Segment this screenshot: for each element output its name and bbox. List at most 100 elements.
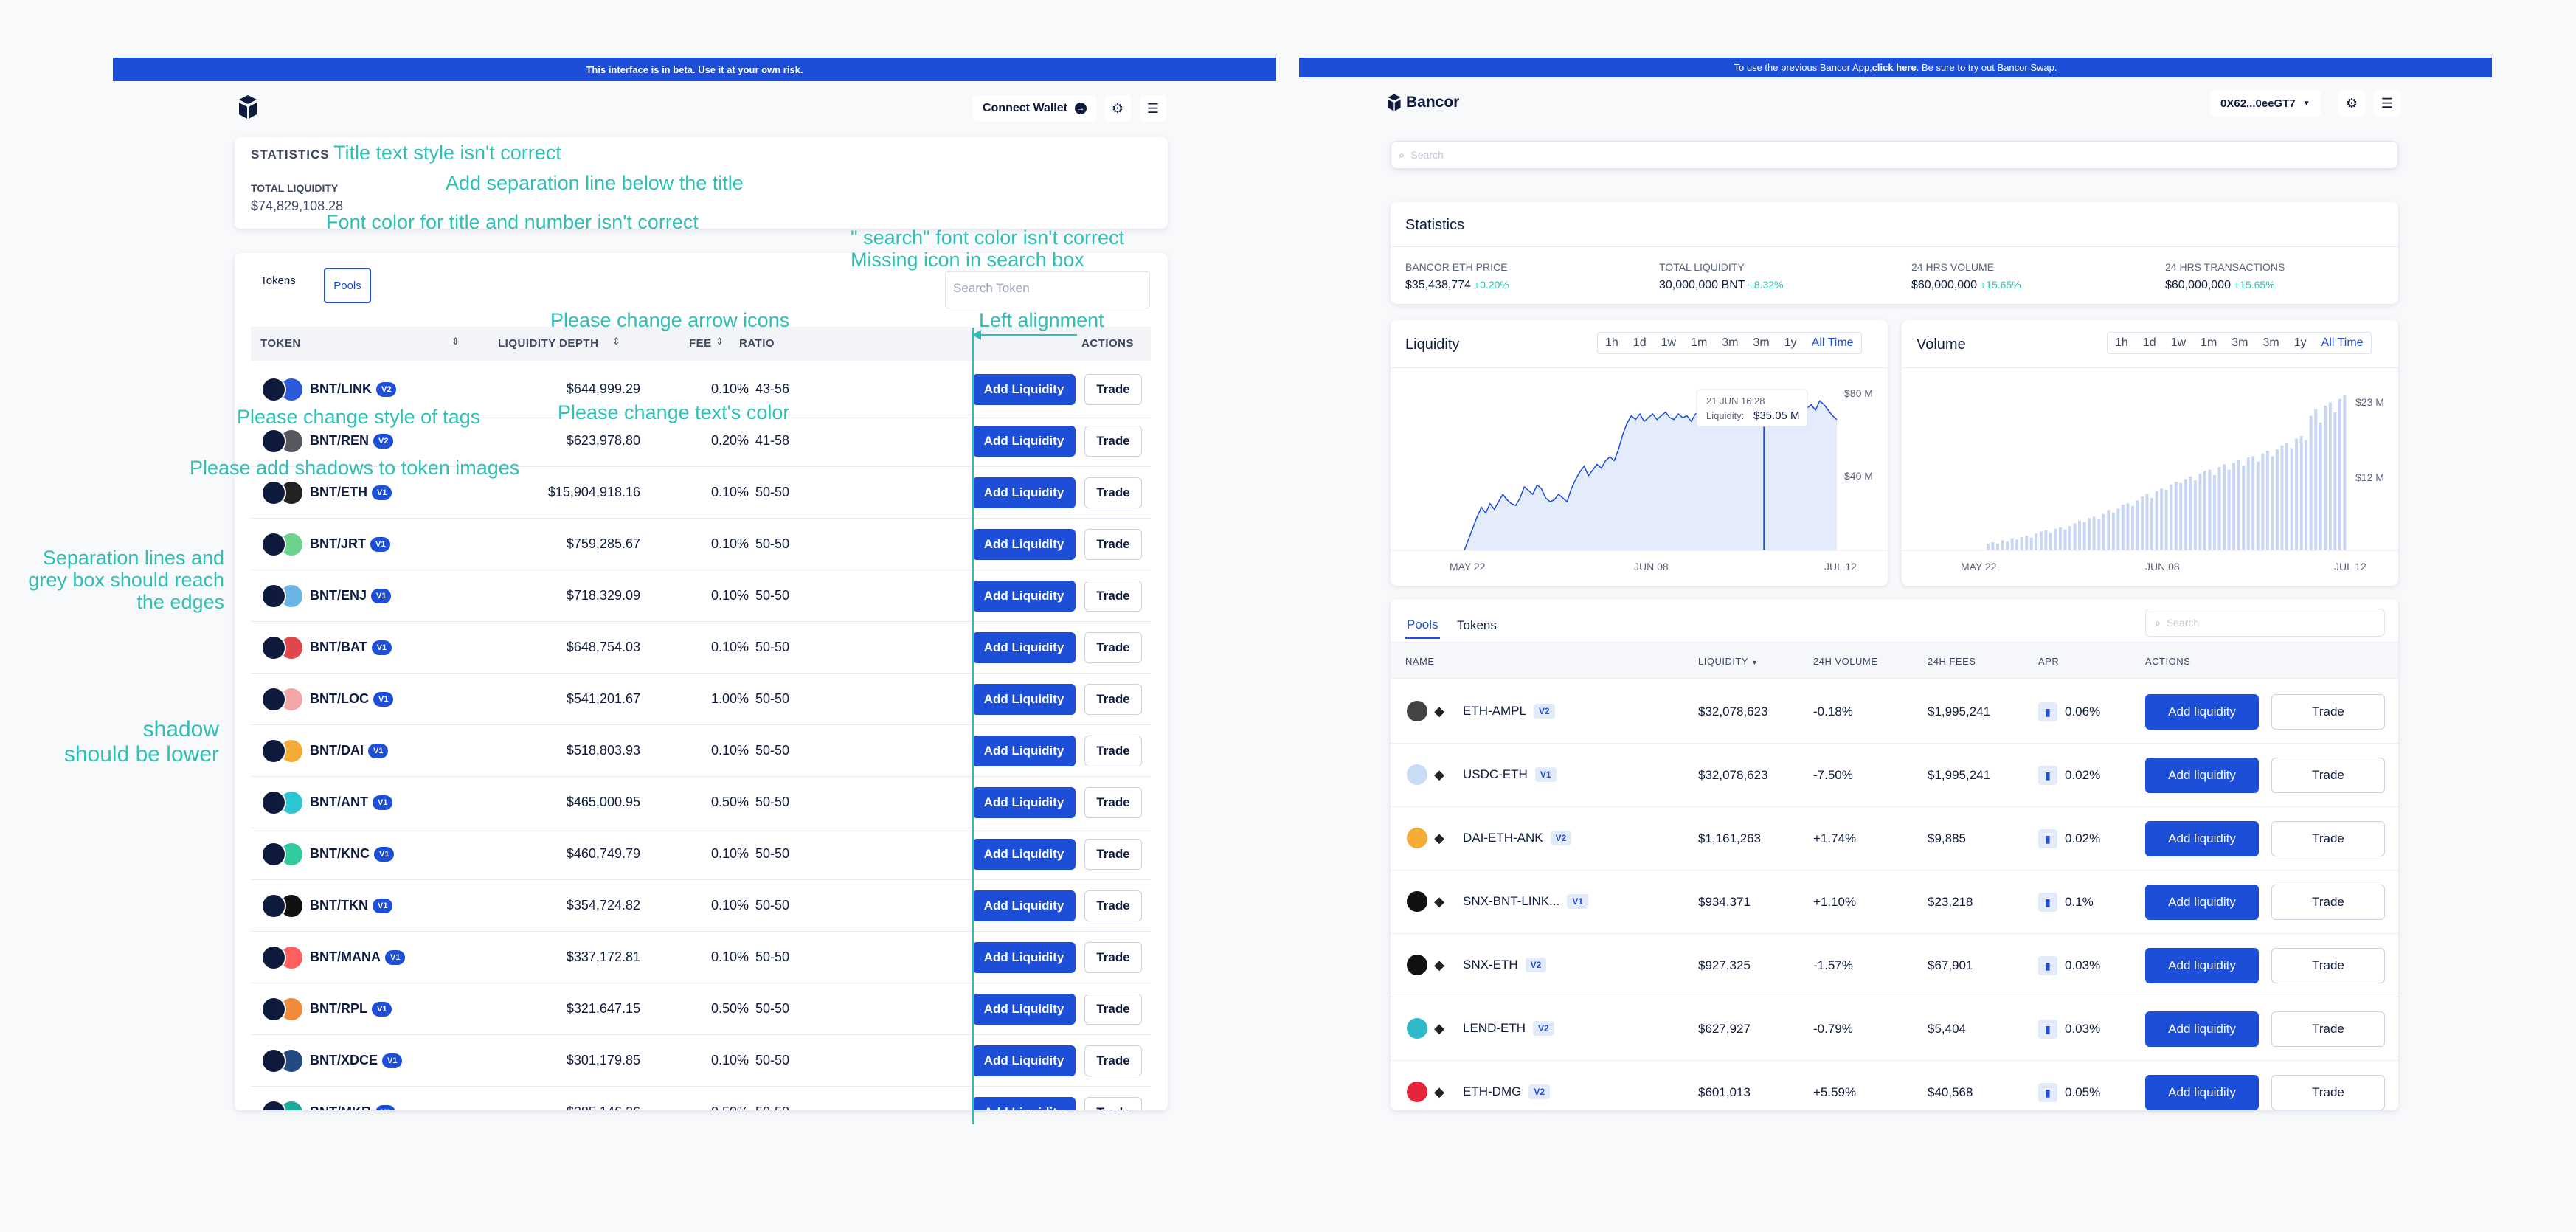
trade-button[interactable]: Trade — [1084, 1097, 1142, 1110]
click-here-link[interactable]: click here — [1872, 62, 1917, 73]
add-liquidity-button[interactable]: Add Liquidity — [972, 839, 1076, 870]
trade-button[interactable]: Trade — [1084, 787, 1142, 818]
trade-button[interactable]: Trade — [1084, 632, 1142, 663]
add-liquidity-button[interactable]: Add Liquidity — [972, 1097, 1076, 1110]
left-logo[interactable] — [238, 94, 258, 120]
sort-updown-icon[interactable]: ⇕ — [451, 336, 460, 347]
trade-button[interactable]: Trade — [1084, 684, 1142, 715]
bancor-swap-link[interactable]: Bancor Swap — [1997, 62, 2054, 73]
trade-button[interactable]: Trade — [2271, 885, 2385, 920]
range-option-1[interactable]: 1d — [2142, 336, 2156, 349]
add-liquidity-button[interactable]: Add Liquidity — [972, 581, 1076, 612]
add-liquidity-button[interactable]: Add Liquidity — [972, 890, 1076, 921]
trade-button[interactable]: Trade — [1084, 374, 1142, 405]
volume-bar — [2111, 512, 2115, 550]
trade-button[interactable]: Trade — [1084, 736, 1142, 766]
range-option-7[interactable]: All Time — [1811, 336, 1854, 349]
connect-wallet-button[interactable]: Connect Wallet → — [972, 95, 1097, 122]
right-search-bar[interactable]: ⌕ Search — [1391, 141, 2398, 169]
left-tab-tokens[interactable]: Tokens — [260, 274, 296, 287]
pool-search-input[interactable]: ⌕ Search — [2145, 609, 2385, 637]
sort-updown-icon[interactable]: ⇕ — [716, 336, 724, 347]
apr-chart-icon[interactable]: ▮ — [2038, 1083, 2057, 1102]
apr-chart-icon[interactable]: ▮ — [2038, 956, 2057, 975]
range-option-0[interactable]: 1h — [1605, 336, 1618, 349]
add-liquidity-button[interactable]: Add Liquidity — [972, 477, 1076, 508]
range-option-5[interactable]: 3m — [1753, 336, 1770, 349]
wallet-dropdown[interactable]: 0X62...0eeGT7 ▼ — [2210, 90, 2321, 117]
range-option-1[interactable]: 1d — [1632, 336, 1647, 349]
range-option-0[interactable]: 1h — [2115, 336, 2128, 349]
trade-button[interactable]: Trade — [1084, 890, 1142, 921]
trade-button[interactable]: Trade — [1084, 994, 1142, 1025]
trade-button[interactable]: Trade — [2271, 1075, 2385, 1110]
apr-chart-icon[interactable]: ▮ — [2038, 702, 2057, 721]
range-option-3[interactable]: 1m — [2201, 336, 2217, 349]
add-liquidity-button[interactable]: Add liquidity — [2145, 885, 2259, 920]
trade-button[interactable]: Trade — [1084, 1045, 1142, 1076]
pool-fees: $23,218 — [1928, 895, 1973, 909]
version-tag: V1 — [375, 1104, 396, 1110]
volume-bar — [2189, 476, 2192, 550]
apr-chart-icon[interactable]: ▮ — [2038, 829, 2057, 848]
range-option-4[interactable]: 3m — [2232, 336, 2248, 349]
range-option-3[interactable]: 1m — [1691, 336, 1708, 349]
trade-button[interactable]: Trade — [1084, 529, 1142, 560]
trade-button[interactable]: Trade — [1084, 426, 1142, 457]
add-liquidity-button[interactable]: Add Liquidity — [972, 374, 1076, 405]
right-tab-pools[interactable]: Pools — [1405, 612, 1440, 639]
trade-button[interactable]: Trade — [1084, 839, 1142, 870]
trade-button[interactable]: Trade — [1084, 581, 1142, 612]
apr-chart-icon[interactable]: ▮ — [2038, 893, 2057, 912]
trade-button[interactable]: Trade — [2271, 821, 2385, 856]
apr-chart-icon[interactable]: ▮ — [2038, 1020, 2057, 1039]
range-option-5[interactable]: 3m — [2262, 336, 2279, 349]
add-liquidity-button[interactable]: Add liquidity — [2145, 694, 2259, 730]
trade-button[interactable]: Trade — [2271, 694, 2385, 730]
right-menu-button[interactable]: ☰ — [2374, 90, 2400, 117]
trade-button[interactable]: Trade — [2271, 1011, 2385, 1047]
left-settings-button[interactable]: ⚙ — [1104, 95, 1131, 122]
rth-liquidity[interactable]: LIQUIDITY ▼ — [1698, 656, 1758, 667]
apr-chart-icon[interactable]: ▮ — [2038, 766, 2057, 785]
range-option-2[interactable]: 1w — [1661, 336, 1677, 349]
volume-chart[interactable]: $23 M $12 M MAY 22 JUN 08 JUL 12 — [1902, 367, 2398, 586]
liquidity-chart[interactable]: $80 M $40 M MAY 22 JUN 08 JUL 12 21 JUN 16:28… — [1391, 367, 1888, 586]
stat-change: +0.20% — [1473, 279, 1509, 291]
add-liquidity-button[interactable]: Add Liquidity — [972, 942, 1076, 973]
range-option-6[interactable]: 1y — [1784, 336, 1797, 349]
range-option-7[interactable]: All Time — [2321, 336, 2364, 349]
add-liquidity-button[interactable]: Add liquidity — [2145, 948, 2259, 983]
add-liquidity-button[interactable]: Add liquidity — [2145, 821, 2259, 856]
add-liquidity-button[interactable]: Add Liquidity — [972, 736, 1076, 766]
add-liquidity-button[interactable]: Add Liquidity — [972, 787, 1076, 818]
left-tab-pools[interactable]: Pools — [324, 268, 371, 303]
add-liquidity-button[interactable]: Add Liquidity — [972, 426, 1076, 457]
right-settings-button[interactable]: ⚙ — [2338, 90, 2365, 117]
range-option-6[interactable]: 1y — [2293, 336, 2307, 349]
add-liquidity-button[interactable]: Add liquidity — [2145, 758, 2259, 793]
liquidity-depth: $285,146.26 — [531, 1104, 640, 1110]
left-search-input[interactable]: Search Token — [945, 271, 1150, 308]
left-menu-button[interactable]: ☰ — [1140, 95, 1166, 122]
add-liquidity-button[interactable]: Add Liquidity — [972, 632, 1076, 663]
range-option-2[interactable]: 1w — [2170, 336, 2187, 349]
range-option-4[interactable]: 3m — [1722, 336, 1739, 349]
annotation-text-color: Please change text's color — [558, 401, 790, 423]
sort-updown-icon[interactable]: ⇕ — [612, 336, 620, 347]
volume-bar — [1987, 543, 1990, 550]
add-liquidity-button[interactable]: Add Liquidity — [972, 1045, 1076, 1076]
add-liquidity-button[interactable]: Add Liquidity — [972, 994, 1076, 1025]
add-liquidity-button[interactable]: Add Liquidity — [972, 529, 1076, 560]
trade-button[interactable]: Trade — [1084, 477, 1142, 508]
add-liquidity-button[interactable]: Add liquidity — [2145, 1075, 2259, 1110]
table-row: BNT/LINK V2 $644,999.29 0.10% 43-56 Add Liqui… — [251, 364, 1151, 415]
add-liquidity-button[interactable]: Add Liquidity — [972, 684, 1076, 715]
trade-button[interactable]: Trade — [1084, 942, 1142, 973]
right-logo[interactable]: Bancor — [1387, 93, 1459, 112]
trade-button[interactable]: Trade — [2271, 948, 2385, 983]
annotation-shadows: Please add shadows to token images — [190, 457, 520, 479]
right-tab-tokens[interactable]: Tokens — [1457, 618, 1497, 632]
trade-button[interactable]: Trade — [2271, 758, 2385, 793]
add-liquidity-button[interactable]: Add liquidity — [2145, 1011, 2259, 1047]
